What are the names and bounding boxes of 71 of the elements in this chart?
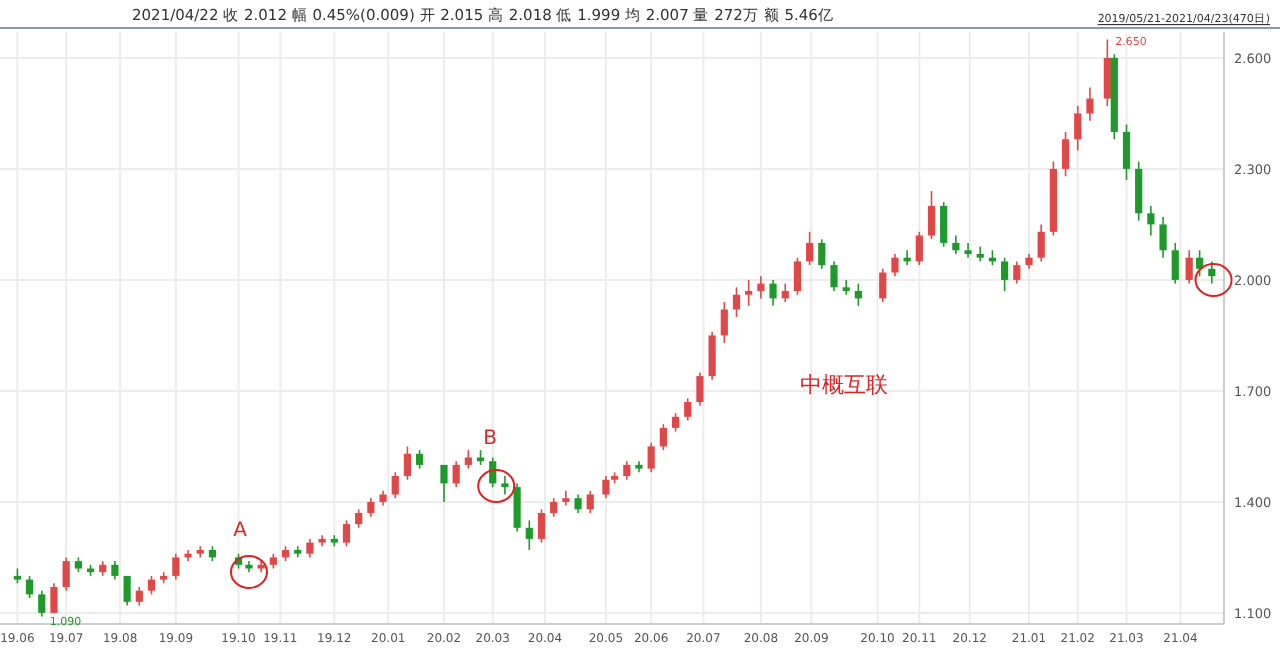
candlestick bbox=[562, 490, 570, 507]
candlestick bbox=[306, 538, 314, 559]
candlestick bbox=[135, 586, 143, 607]
candlestick bbox=[806, 231, 814, 266]
candlestick bbox=[684, 397, 692, 422]
candlestick bbox=[513, 482, 521, 533]
candlestick bbox=[879, 268, 887, 303]
candlestick bbox=[1061, 131, 1070, 178]
candlestick bbox=[1208, 260, 1216, 285]
candlestick bbox=[1159, 216, 1167, 259]
candlestick bbox=[111, 560, 119, 581]
candlestick bbox=[1086, 86, 1094, 122]
candlestick bbox=[1147, 205, 1155, 237]
candlestick bbox=[1103, 38, 1111, 107]
annotation: B bbox=[483, 428, 498, 450]
candlestick bbox=[452, 460, 460, 488]
candlestick bbox=[391, 471, 399, 499]
candlestick bbox=[403, 445, 412, 481]
candlestick bbox=[1122, 123, 1131, 181]
candlestick bbox=[927, 190, 936, 240]
candlestick bbox=[696, 371, 704, 407]
candlestick bbox=[1171, 242, 1179, 285]
candlestick bbox=[464, 449, 472, 470]
candlestick bbox=[1001, 256, 1009, 292]
candlestick bbox=[367, 497, 375, 518]
candlestick bbox=[342, 519, 351, 548]
candlestick bbox=[172, 552, 180, 581]
candlestick bbox=[818, 238, 826, 270]
candlestick bbox=[50, 582, 58, 614]
candlestick bbox=[891, 253, 899, 277]
candlestick bbox=[623, 460, 631, 481]
candlestick bbox=[940, 201, 948, 248]
candlestick bbox=[964, 242, 972, 259]
candlestick bbox=[537, 508, 546, 544]
candlestick bbox=[416, 449, 424, 470]
candlestick bbox=[1037, 223, 1045, 263]
candlestick bbox=[732, 286, 741, 318]
candlestick bbox=[574, 493, 582, 514]
candlestick bbox=[440, 464, 448, 503]
annotation: A bbox=[233, 520, 248, 542]
candlestick bbox=[952, 234, 960, 255]
candlestick bbox=[147, 575, 156, 596]
candlestick bbox=[38, 589, 46, 618]
candlestick bbox=[830, 260, 838, 292]
candlestick bbox=[62, 556, 70, 592]
candlestick bbox=[708, 330, 716, 381]
candlestick bbox=[647, 441, 655, 474]
candlestick bbox=[501, 475, 509, 496]
candlestick bbox=[1074, 105, 1082, 152]
candlestick bbox=[769, 279, 777, 307]
candlestick bbox=[842, 279, 850, 296]
candlestick bbox=[1013, 260, 1021, 285]
candlestick bbox=[745, 279, 753, 307]
candlestick bbox=[550, 497, 558, 518]
candlestick bbox=[26, 575, 34, 599]
candlestick bbox=[915, 231, 923, 266]
candlestick bbox=[1135, 160, 1143, 222]
candlestick bbox=[659, 423, 667, 451]
candlestick bbox=[1185, 249, 1193, 285]
annotation: 中概互联 bbox=[800, 372, 888, 398]
candlestick bbox=[355, 508, 363, 529]
candlestick bbox=[123, 575, 131, 607]
candlestick bbox=[781, 282, 789, 303]
candlestick bbox=[854, 282, 862, 307]
candlestick bbox=[671, 412, 680, 433]
candlestick bbox=[757, 275, 765, 300]
candlestick bbox=[720, 301, 728, 344]
candlestick bbox=[525, 519, 533, 551]
candlestick bbox=[793, 256, 802, 296]
candlestick bbox=[602, 475, 610, 499]
candlestick bbox=[586, 490, 594, 514]
